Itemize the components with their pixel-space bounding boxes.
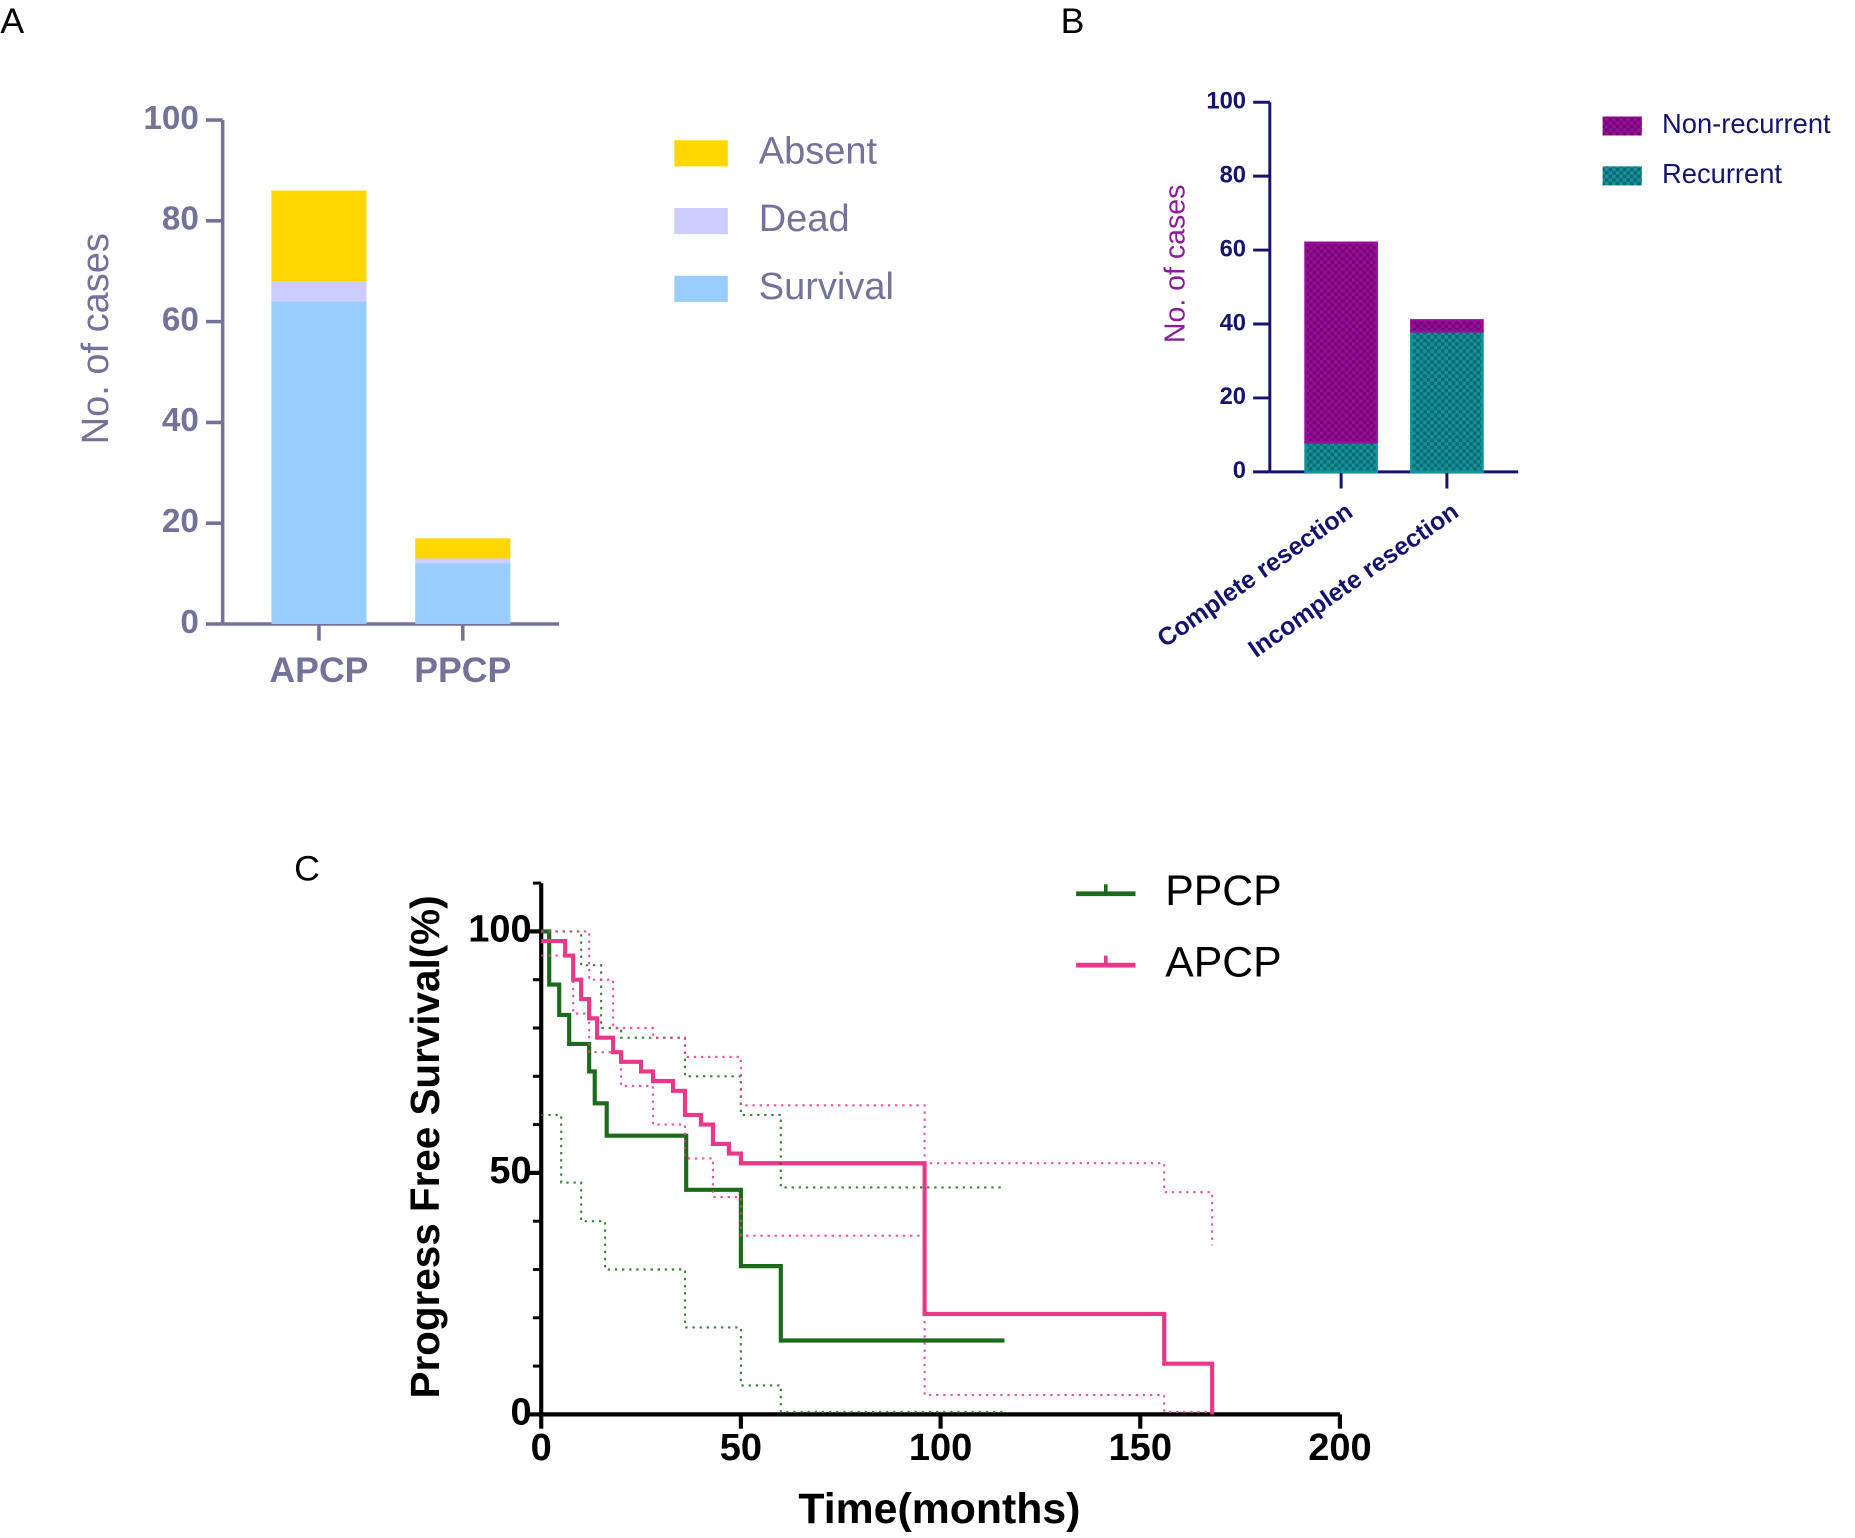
bar-texture (1411, 320, 1483, 332)
x-tick-label: 200 (1308, 1427, 1371, 1469)
x-tick-label: 50 (720, 1427, 762, 1469)
legend-swatch (674, 140, 728, 167)
y-tick-label: 0 (180, 604, 199, 641)
x-tick-label: APCP (269, 650, 368, 690)
y-tick-label: 80 (1220, 161, 1246, 188)
y-tick-label: 20 (162, 503, 199, 540)
bar-texture (1411, 331, 1483, 472)
legend-label: PPCP (1165, 867, 1281, 915)
y-tick-label: 20 (1220, 383, 1246, 410)
legend-label: Dead (759, 198, 850, 240)
legend-label: APCP (1165, 938, 1281, 986)
bar-texture (1305, 442, 1377, 472)
x-tick-label: 100 (909, 1427, 972, 1469)
y-tick-label: 80 (162, 201, 199, 238)
legend-label: Non-recurrent (1662, 108, 1831, 139)
bar-outline (1410, 319, 1484, 333)
y-tick-label: 0 (1233, 457, 1246, 484)
y-tick-label: 40 (162, 402, 199, 439)
bar (271, 281, 367, 302)
y-axis-label: Progress Free Survival(%) (402, 895, 448, 1398)
legend-texture (1602, 166, 1642, 186)
x-tick-label: 0 (531, 1427, 552, 1469)
y-tick-label: 100 (468, 908, 531, 950)
y-tick-label: 60 (1220, 235, 1246, 262)
y-tick-label: 100 (143, 100, 199, 137)
bar-outline (1304, 241, 1378, 444)
y-tick-label: 50 (489, 1150, 531, 1192)
survival-line (541, 929, 1005, 1343)
x-tick-label: PPCP (414, 650, 511, 690)
bar (415, 538, 511, 559)
y-axis-label: No. of cases (1160, 185, 1192, 343)
ci-line (541, 1113, 1005, 1414)
x-tick-label: Complete resection (1152, 497, 1358, 653)
bar (415, 563, 511, 624)
y-tick-label: 60 (162, 301, 199, 338)
bar (415, 558, 511, 564)
legend-texture (1602, 116, 1642, 136)
survival-line (541, 938, 1215, 1415)
legend-swatch (674, 275, 728, 302)
panel-label: C (294, 849, 320, 889)
bar (271, 301, 367, 624)
ci-line (541, 930, 1214, 1246)
y-tick-label: 100 (1206, 87, 1246, 114)
x-tick-label: 150 (1109, 1427, 1172, 1469)
ci-line (541, 954, 1214, 1415)
x-axis-label: Time(months) (798, 1485, 1080, 1533)
y-tick-label: 40 (1220, 309, 1246, 336)
panel-label: B (1061, 1, 1085, 41)
panel-label: A (0, 1, 24, 41)
y-axis-label: No. of cases (75, 233, 117, 444)
legend-swatch (674, 207, 728, 235)
legend-label: Survival (759, 266, 894, 308)
legend-label: Absent (759, 130, 878, 172)
y-tick-label: 0 (511, 1391, 532, 1433)
legend-label: Recurrent (1662, 158, 1782, 189)
ci-line (541, 930, 1005, 1189)
bar-texture (1305, 242, 1377, 443)
bar (271, 190, 367, 282)
